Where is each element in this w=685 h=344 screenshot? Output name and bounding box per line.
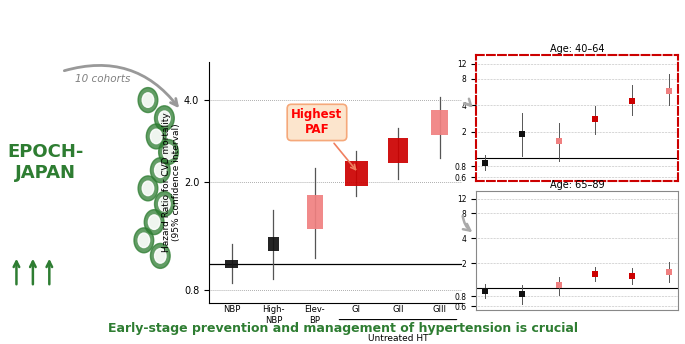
Circle shape [151, 158, 170, 183]
Bar [268, 237, 279, 251]
Circle shape [155, 163, 166, 178]
Bar [307, 195, 323, 229]
Text: EPOCH-
JAPAN: EPOCH- JAPAN [7, 143, 84, 182]
Circle shape [142, 93, 153, 107]
Circle shape [138, 88, 158, 112]
Text: Early-stage prevention and management of hypertension is crucial: Early-stage prevention and management of… [108, 322, 577, 335]
Text: Long-term risk of cardiovascular mortality according to
age group and blood pres: Long-term risk of cardiovascular mortali… [91, 10, 594, 43]
Bar [345, 161, 368, 185]
Circle shape [159, 197, 170, 211]
Title: Age: 40–64: Age: 40–64 [550, 44, 604, 54]
Bar [431, 110, 448, 135]
Circle shape [134, 228, 153, 253]
Bar [388, 138, 408, 163]
Text: Untreated HT: Untreated HT [368, 334, 428, 343]
Circle shape [159, 111, 170, 126]
Circle shape [155, 192, 174, 216]
Title: Age: 65–89: Age: 65–89 [550, 180, 604, 190]
Circle shape [138, 233, 149, 248]
Circle shape [159, 140, 178, 164]
Bar [225, 259, 238, 268]
Circle shape [151, 129, 162, 144]
Circle shape [147, 124, 166, 149]
Circle shape [163, 145, 174, 159]
FancyArrowPatch shape [64, 65, 177, 106]
Text: Highest
PAF: Highest PAF [291, 108, 356, 170]
Circle shape [155, 106, 174, 131]
Circle shape [149, 215, 160, 229]
Circle shape [142, 181, 153, 196]
Circle shape [138, 176, 158, 201]
Circle shape [151, 244, 170, 268]
Circle shape [155, 249, 166, 263]
Circle shape [145, 210, 164, 235]
Y-axis label: Hazard Ratio for CVD mortality
(95% confidence interval): Hazard Ratio for CVD mortality (95% conf… [162, 112, 181, 252]
Text: 10 cohorts: 10 cohorts [75, 74, 130, 84]
